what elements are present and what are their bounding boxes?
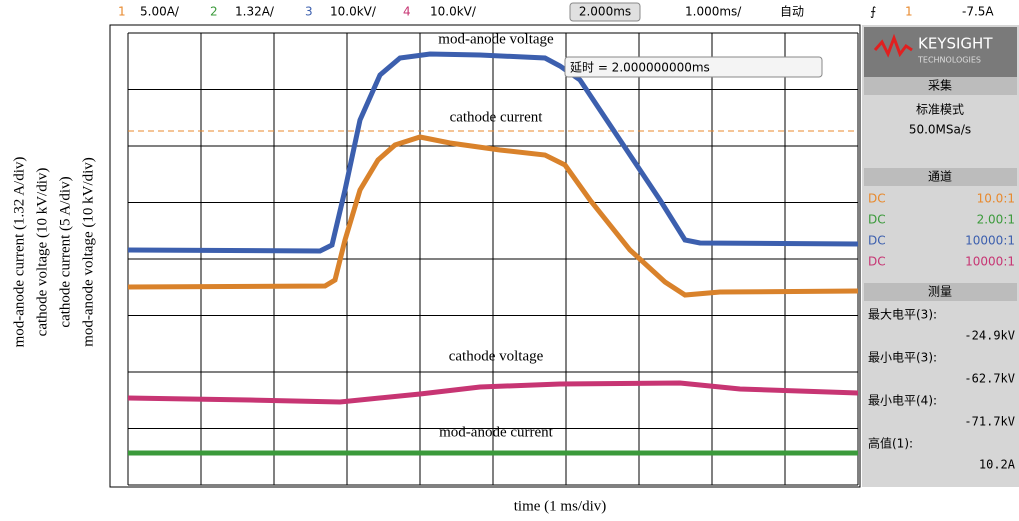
channel-coupling: DC xyxy=(868,192,886,206)
measure-name: 最大电平(3): xyxy=(868,308,937,322)
channel-probe: 10000:1 xyxy=(965,255,1015,269)
channel-probe: 2.00:1 xyxy=(977,213,1015,227)
acq-rate: 50.0MSa/s xyxy=(909,123,971,137)
measure-value: -71.7kV xyxy=(964,415,1015,429)
measure-value: -24.9kV xyxy=(964,329,1015,343)
y-axis-label: cathode current (5 A/div) xyxy=(57,176,73,327)
measure-name: 最小电平(4): xyxy=(868,394,937,408)
y-axis-label: mod-anode current (1.32 A/div) xyxy=(11,157,27,348)
channel-scale: 1.32A/ xyxy=(235,5,275,19)
section-title: 采集 xyxy=(928,78,952,93)
section-title: 通道 xyxy=(928,170,952,184)
delay-text: 延时 = 2.000000000ms xyxy=(570,61,710,75)
annotation: mod-anode voltage xyxy=(438,31,554,47)
trigger-icon: ⨍ xyxy=(870,5,876,19)
delay: 2.000ms xyxy=(579,5,631,19)
page: mod-anode voltage cathode current cathod… xyxy=(0,0,1019,521)
measure-name: 高值(1): xyxy=(868,436,913,451)
channel-probe: 10000:1 xyxy=(965,234,1015,248)
trigger-source: 1 xyxy=(905,5,913,19)
trigger-level: -7.5A xyxy=(962,5,994,19)
channel-scale: 10.0kV/ xyxy=(330,5,377,19)
measure-value: 10.2A xyxy=(979,458,1016,472)
trigger-mode: 自动 xyxy=(780,5,804,19)
channel-scale: 10.0kV/ xyxy=(430,5,477,19)
x-axis-label: time (1 ms/div) xyxy=(514,498,607,514)
y-axis-label: mod-anode voltage (10 kV/div) xyxy=(80,157,96,347)
channel-coupling: DC xyxy=(868,213,886,227)
channel-coupling: DC xyxy=(868,255,886,269)
channel-number: 1 xyxy=(118,5,126,19)
annotation: mod-anode current xyxy=(439,424,554,440)
channel-number: 3 xyxy=(305,5,313,19)
timebase: 1.000ms/ xyxy=(685,5,742,19)
top-bar: 1 5.00A/ 2 1.32A/ 3 10.0kV/ 4 10.0kV/ 2.… xyxy=(118,3,994,21)
brand-sub: TECHNOLOGIES xyxy=(917,56,981,65)
channel-probe: 10.0:1 xyxy=(977,192,1015,206)
brand: KEYSIGHT xyxy=(918,35,993,53)
annotation: cathode current xyxy=(450,109,544,125)
y-labels: mod-anode current (1.32 A/div) cathode vo… xyxy=(11,157,96,348)
section-title: 测量 xyxy=(928,285,952,299)
measure-name: 最小电平(3): xyxy=(868,351,937,365)
channel-scale: 5.00A/ xyxy=(140,5,180,19)
channel-coupling: DC xyxy=(868,234,886,248)
measure-value: -62.7kV xyxy=(964,372,1015,386)
acq-mode: 标准模式 xyxy=(916,103,964,117)
annotation: cathode voltage xyxy=(449,348,544,364)
channel-number: 2 xyxy=(210,5,218,19)
channel-number: 4 xyxy=(403,5,411,19)
screen xyxy=(110,25,860,487)
y-axis-label: cathode voltage (10 kV/div) xyxy=(34,168,50,337)
